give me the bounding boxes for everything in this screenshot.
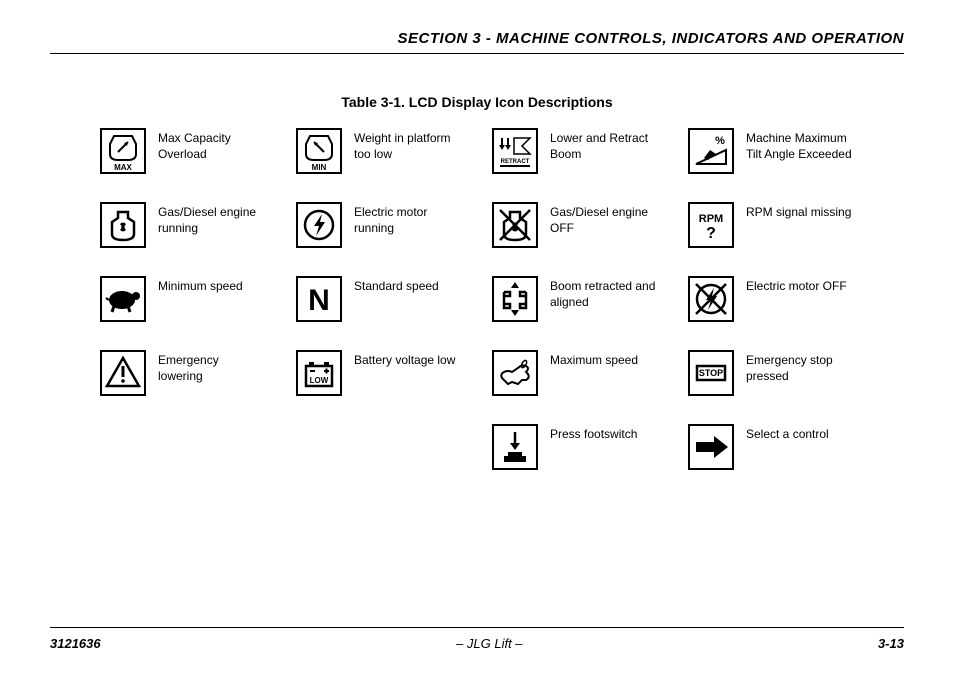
rabbit-icon (492, 350, 538, 396)
cell-lower-retract: RETRACT Lower and Retract Boom (492, 128, 658, 188)
std-speed-icon: N (296, 276, 342, 322)
svg-text:LOW: LOW (310, 376, 329, 385)
footer-page-number: 3-13 (878, 636, 904, 651)
boom-retracted-desc: Boom retracted and aligned (550, 276, 658, 310)
svg-text:MAX: MAX (114, 163, 132, 172)
max-overload-icon: MAX (100, 128, 146, 174)
engine-off-desc: Gas/Diesel engine OFF (550, 202, 658, 236)
svg-text:RETRACT: RETRACT (501, 159, 530, 165)
tilt-exceeded-icon: % (688, 128, 734, 174)
max-overload-desc: Max Capacity Overload (158, 128, 266, 162)
rpm-missing-icon: RPM ? (688, 202, 734, 248)
cell-tilt-exceeded: % Machine Maximum Tilt Angle Exceeded (688, 128, 854, 188)
cell-batt-low: LOW Battery voltage low (296, 350, 462, 410)
battery-low-icon: LOW (296, 350, 342, 396)
cell-engine-running: Gas/Diesel engine running (100, 202, 266, 262)
elec-running-desc: Electric motor running (354, 202, 462, 236)
turtle-icon (100, 276, 146, 322)
max-speed-desc: Maximum speed (550, 350, 638, 368)
boom-retracted-icon (492, 276, 538, 322)
estop-icon: STOP (688, 350, 734, 396)
footer-brand: – JLG Lift – (456, 636, 522, 651)
svg-text:MIN: MIN (312, 163, 327, 172)
emerg-lower-desc: Emergency lowering (158, 350, 266, 384)
cell-boom-retracted: Boom retracted and aligned (492, 276, 658, 336)
cell-min-speed: Minimum speed (100, 276, 266, 336)
footswitch-icon (492, 424, 538, 470)
engine-running-desc: Gas/Diesel engine running (158, 202, 266, 236)
cell-select-ctrl: Select a control (688, 424, 854, 484)
icon-table: MAX Max Capacity Overload MIN Weight in … (50, 128, 904, 484)
cell-footswitch: Press footswitch (492, 424, 658, 484)
cell-weight-low: MIN Weight in platform too low (296, 128, 462, 188)
cell-max-overload: MAX Max Capacity Overload (100, 128, 266, 188)
cell-std-speed: N Standard speed (296, 276, 462, 336)
table-title: Table 3-1. LCD Display Icon Descriptions (50, 94, 904, 110)
svg-text:RPM: RPM (699, 213, 723, 225)
footer-doc-number: 3121636 (50, 636, 101, 651)
cell-elec-running: Electric motor running (296, 202, 462, 262)
lower-retract-icon: RETRACT (492, 128, 538, 174)
elec-running-icon (296, 202, 342, 248)
elec-off-desc: Electric motor OFF (746, 276, 847, 294)
warning-icon (100, 350, 146, 396)
min-speed-desc: Minimum speed (158, 276, 243, 294)
footswitch-desc: Press footswitch (550, 424, 637, 442)
svg-text:STOP: STOP (699, 368, 723, 378)
arrow-right-icon (688, 424, 734, 470)
rpm-missing-desc: RPM signal missing (746, 202, 851, 220)
lower-retract-desc: Lower and Retract Boom (550, 128, 658, 162)
elec-off-icon (688, 276, 734, 322)
cell-estop: STOP Emergency stop pressed (688, 350, 854, 410)
estop-desc: Emergency stop pressed (746, 350, 854, 384)
svg-text:N: N (308, 284, 330, 317)
cell-emerg-lower: Emergency lowering (100, 350, 266, 410)
svg-text:?: ? (706, 225, 716, 242)
page-footer: 3121636 – JLG Lift – 3-13 (50, 627, 904, 651)
batt-low-desc: Battery voltage low (354, 350, 455, 368)
cell-max-speed: Maximum speed (492, 350, 658, 410)
engine-off-icon (492, 202, 538, 248)
select-ctrl-desc: Select a control (746, 424, 829, 442)
cell-elec-off: Electric motor OFF (688, 276, 854, 336)
cell-rpm-missing: RPM ? RPM signal missing (688, 202, 854, 262)
section-header: SECTION 3 - MACHINE CONTROLS, INDICATORS… (50, 30, 904, 54)
cell-engine-off: Gas/Diesel engine OFF (492, 202, 658, 262)
engine-running-icon (100, 202, 146, 248)
svg-text:%: % (715, 135, 725, 147)
weight-low-icon: MIN (296, 128, 342, 174)
tilt-exceeded-desc: Machine Maximum Tilt Angle Exceeded (746, 128, 854, 162)
std-speed-desc: Standard speed (354, 276, 439, 294)
weight-low-desc: Weight in platform too low (354, 128, 462, 162)
